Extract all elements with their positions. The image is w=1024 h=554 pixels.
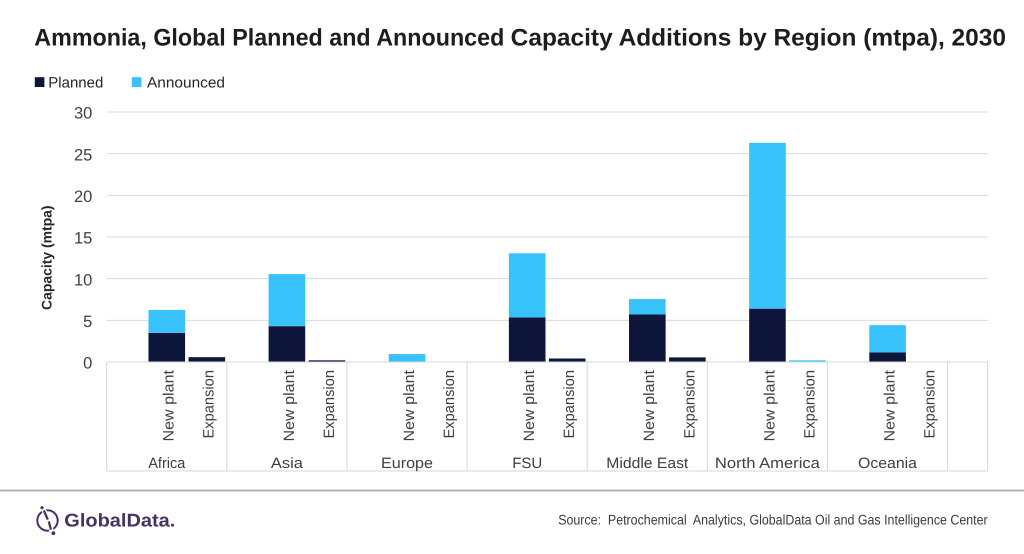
svg-text:Expansion: Expansion <box>441 370 458 439</box>
svg-text:Ammonia, Global Planned and An: Ammonia, Global Planned and Announced <box>34 25 504 52</box>
svg-text:New plant: New plant <box>521 369 538 441</box>
svg-text:Middle East: Middle East <box>606 455 689 472</box>
svg-text:Expansion: Expansion <box>801 370 818 439</box>
svg-text:Expansion: Expansion <box>201 370 218 439</box>
svg-text:New plant: New plant <box>882 369 899 441</box>
svg-text:New plant: New plant <box>281 369 298 441</box>
svg-text:GlobalData.: GlobalData. <box>64 510 175 531</box>
svg-text:Asia: Asia <box>271 455 304 472</box>
svg-text:15: 15 <box>74 230 92 248</box>
svg-text:25: 25 <box>74 146 92 164</box>
svg-text:Capacity Additions by Region (: Capacity Additions by Region (mtpa), 203… <box>511 25 1006 52</box>
svg-text:30: 30 <box>74 105 92 123</box>
svg-text:FSU: FSU <box>512 455 542 472</box>
svg-text:20: 20 <box>74 188 92 206</box>
svg-text:North America: North America <box>715 455 821 472</box>
svg-text:Expansion: Expansion <box>321 370 338 439</box>
svg-text:0: 0 <box>83 355 92 373</box>
svg-text:Source: Petrochemical Analyt: Source: Petrochemical Analytics, GlobalD… <box>558 512 988 528</box>
svg-text:New plant: New plant <box>761 369 778 441</box>
svg-text:Oceania: Oceania <box>858 455 918 472</box>
svg-text:Capacity (mtpa): Capacity (mtpa) <box>39 205 55 310</box>
svg-text:Europe: Europe <box>381 455 433 472</box>
svg-text:Africa: Africa <box>148 455 186 472</box>
svg-text:Expansion: Expansion <box>681 370 698 439</box>
svg-text:New plant: New plant <box>401 369 418 441</box>
svg-text:10: 10 <box>74 271 92 289</box>
svg-text:5: 5 <box>83 313 92 331</box>
svg-text:Expansion: Expansion <box>561 370 578 439</box>
svg-text:Announced: Announced <box>147 75 225 92</box>
svg-text:Planned: Planned <box>48 75 103 92</box>
svg-text:New plant: New plant <box>161 369 178 441</box>
svg-text:Expansion: Expansion <box>922 370 939 439</box>
svg-text:New plant: New plant <box>641 369 658 441</box>
